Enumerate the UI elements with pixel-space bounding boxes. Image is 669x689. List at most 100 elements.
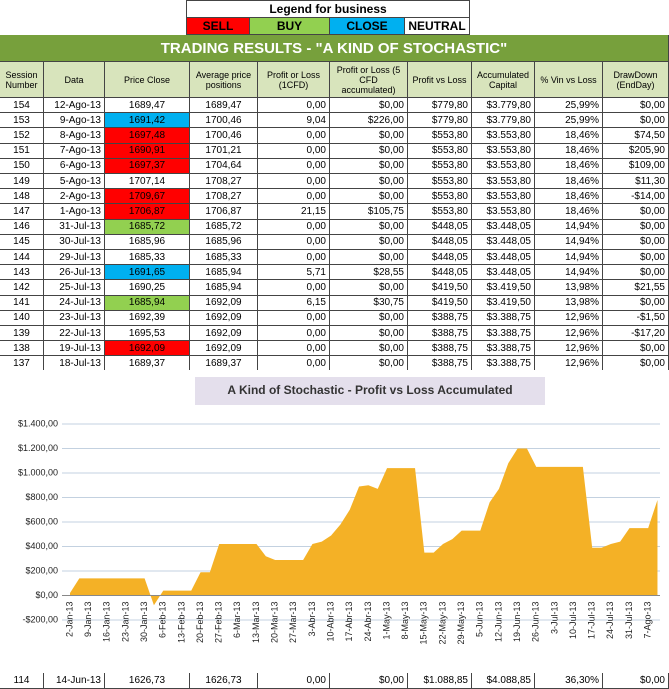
table-cell: 36,30% <box>535 673 603 689</box>
table-cell: 29-Jul-13 <box>44 250 105 266</box>
table-cell: 1692,09 <box>105 341 190 357</box>
table-cell: -$14,00 <box>603 189 669 205</box>
table-cell: $21,55 <box>603 280 669 296</box>
x-tick-label: 24-Jul-13 <box>605 602 615 640</box>
table-cell: $3.448,05 <box>472 234 535 250</box>
table-cell: $553,80 <box>408 189 472 205</box>
table-cell: 1704,64 <box>190 158 258 174</box>
table-cell: 19-Jul-13 <box>44 341 105 357</box>
table-cell: $3.448,05 <box>472 250 535 266</box>
x-tick-label: 20-Feb-13 <box>195 602 205 644</box>
table-cell: $205,90 <box>603 143 669 159</box>
legend-title: Legend for business <box>186 0 470 18</box>
x-tick-label: 3-Abr-13 <box>307 602 317 637</box>
table-cell: 14,94% <box>535 265 603 281</box>
table-cell: 6-Ago-13 <box>44 158 105 174</box>
table-cell: 0,00 <box>258 128 330 144</box>
table-cell: $30,75 <box>330 295 408 311</box>
table-cell: $3.779,80 <box>472 113 535 129</box>
column-header: Price Close <box>105 62 190 98</box>
x-tick-label: 5-Jun-13 <box>475 602 485 638</box>
table-cell: $74,50 <box>603 128 669 144</box>
table-cell: $3.553,80 <box>472 174 535 190</box>
table-cell: 5,71 <box>258 265 330 281</box>
legend-item: CLOSE <box>330 18 405 35</box>
table-cell: $0,00 <box>330 98 408 114</box>
y-tick-label: $1.400,00 <box>18 418 58 428</box>
table-cell: $419,50 <box>408 295 472 311</box>
table-cell: 1691,42 <box>105 113 190 129</box>
table-cell: 1685,94 <box>105 295 190 311</box>
chart: A Kind of Stochastic - Profit vs Loss Ac… <box>0 370 669 660</box>
x-tick-label: 6-Mar-13 <box>232 602 242 639</box>
table-cell: $0,00 <box>330 128 408 144</box>
table-cell: 18,46% <box>535 158 603 174</box>
table-cell: 31-Jul-13 <box>44 219 105 235</box>
chart-title: A Kind of Stochastic - Profit vs Loss Ac… <box>227 383 512 397</box>
x-tick-label: 24-Abr-13 <box>363 602 373 642</box>
table-cell: $0,00 <box>330 250 408 266</box>
x-tick-label: 2-Jan-13 <box>64 602 74 638</box>
table-cell: $3.388,75 <box>472 310 535 326</box>
legend-item: BUY <box>250 18 330 35</box>
table-cell: 26-Jul-13 <box>44 265 105 281</box>
table-cell: 1706,87 <box>190 204 258 220</box>
table-cell: 0,00 <box>258 174 330 190</box>
column-header: Accumulated Capital <box>472 62 535 98</box>
table-cell: -$1,50 <box>603 310 669 326</box>
table-cell: 6,15 <box>258 295 330 311</box>
column-header: Profit or Loss (1CFD) <box>258 62 330 98</box>
table-cell: $0,00 <box>603 219 669 235</box>
table-cell: $0,00 <box>330 189 408 205</box>
table-cell: 25,99% <box>535 113 603 129</box>
table-cell: $109,00 <box>603 158 669 174</box>
table-cell: 1685,72 <box>190 219 258 235</box>
table-cell: 18,46% <box>535 174 603 190</box>
table-cell: 12,96% <box>535 341 603 357</box>
table-cell: $11,30 <box>603 174 669 190</box>
x-tick-label: 23-Jan-13 <box>120 602 130 643</box>
table-cell: 153 <box>0 113 44 129</box>
table-cell: $3.419,50 <box>472 295 535 311</box>
table-cell: 7-Ago-13 <box>44 143 105 159</box>
x-tick-label: 30-Jan-13 <box>139 602 149 643</box>
table-cell: 0,00 <box>258 219 330 235</box>
table-cell: 1706,87 <box>105 204 190 220</box>
table-cell: $105,75 <box>330 204 408 220</box>
table-cell: $3.388,75 <box>472 326 535 342</box>
table-cell: 0,00 <box>258 98 330 114</box>
x-tick-label: 26-Jun-13 <box>531 602 541 643</box>
table-cell: $0,00 <box>603 234 669 250</box>
table-cell: 0,00 <box>258 280 330 296</box>
legend-item: SELL <box>186 18 250 35</box>
table-cell: $28,55 <box>330 265 408 281</box>
table-cell: 12-Ago-13 <box>44 98 105 114</box>
x-tick-label: 3-Jul-13 <box>549 602 559 635</box>
table-cell: 1689,47 <box>105 98 190 114</box>
table-cell: $553,80 <box>408 158 472 174</box>
table-cell: 150 <box>0 158 44 174</box>
table-cell: 114 <box>0 673 44 689</box>
x-tick-label: 6-Feb-13 <box>158 602 168 639</box>
table-cell: $388,75 <box>408 310 472 326</box>
table-cell: 0,00 <box>258 673 330 689</box>
table-cell: 143 <box>0 265 44 281</box>
table-cell: $3.553,80 <box>472 158 535 174</box>
column-header: Data <box>44 62 105 98</box>
table-cell: 142 <box>0 280 44 296</box>
table-cell: 1709,67 <box>105 189 190 205</box>
x-tick-label: 12-Jun-13 <box>493 602 503 643</box>
x-tick-label: 13-Mar-13 <box>251 602 261 644</box>
y-tick-label: $400,00 <box>25 541 58 551</box>
table-cell: 1707,14 <box>105 174 190 190</box>
table-cell: $419,50 <box>408 280 472 296</box>
table-cell: 18,46% <box>535 189 603 205</box>
column-header: Profit or Loss (5 CFD accumulated) <box>330 62 408 98</box>
table-cell: 13,98% <box>535 280 603 296</box>
y-tick-label: $1.200,00 <box>18 443 58 453</box>
table-cell: 148 <box>0 189 44 205</box>
table-cell: 0,00 <box>258 234 330 250</box>
table-cell: $0,00 <box>330 341 408 357</box>
table-cell: 144 <box>0 250 44 266</box>
y-tick-label: $200,00 <box>25 565 58 575</box>
